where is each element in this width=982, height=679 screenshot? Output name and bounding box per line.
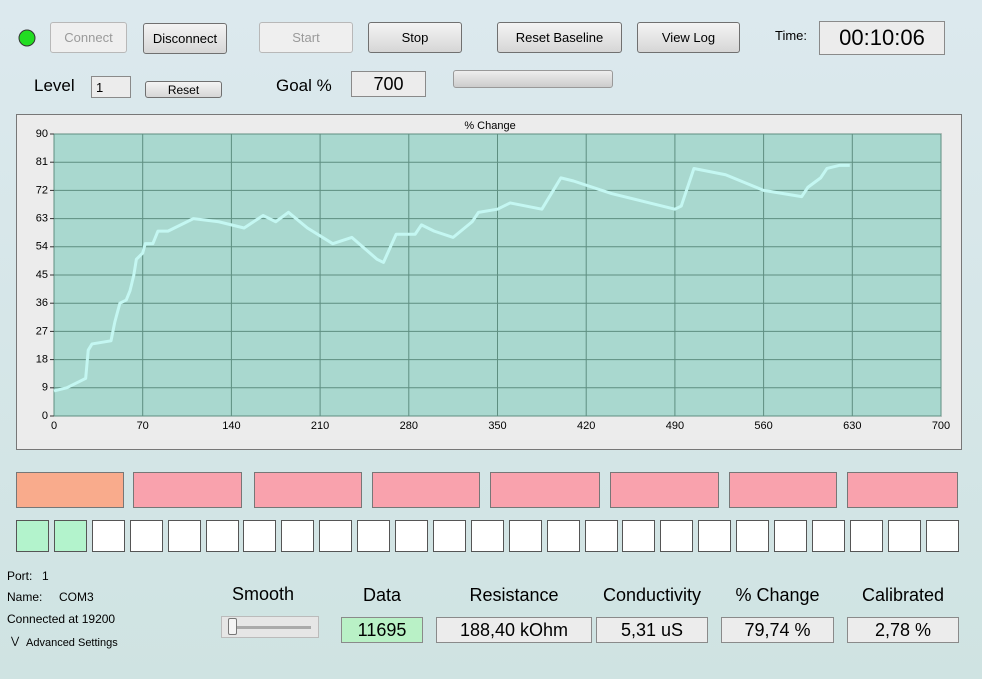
reset-baseline-button[interactable]: Reset Baseline	[497, 22, 622, 53]
y-tick-label: 81	[36, 156, 48, 168]
progress-bar	[453, 70, 613, 88]
y-tick-label: 27	[36, 325, 48, 337]
stage-box	[729, 472, 837, 508]
progress-cell	[167, 520, 201, 552]
chevron-icon: ⋁	[11, 636, 20, 647]
goal-label: Goal %	[276, 76, 332, 95]
readout-value: 188,40 kOhm	[436, 617, 592, 643]
progress-cell	[508, 520, 542, 552]
x-tick-label: 210	[311, 420, 329, 432]
x-tick-label: 700	[932, 420, 950, 432]
progress-cell	[774, 520, 807, 552]
progress-cell	[470, 520, 504, 552]
view-log-button[interactable]: View Log	[637, 22, 740, 53]
progress-cell	[16, 520, 49, 552]
progress-cell	[205, 520, 239, 552]
start-button[interactable]: Start	[259, 22, 353, 53]
time-label: Time:	[775, 28, 808, 43]
y-tick-label: 45	[36, 269, 48, 281]
x-tick-label: 490	[666, 420, 684, 432]
slider-track	[229, 626, 311, 629]
progress-cell	[281, 520, 315, 552]
readout-label: Resistance	[469, 585, 559, 605]
chart: % Change 0 70 140 210 280 350 420 490 560 630 700 0…	[36, 120, 950, 432]
progress-cell	[698, 520, 732, 552]
readout-label: Calibrated	[861, 585, 945, 605]
goal-input[interactable]: 700	[351, 71, 426, 97]
smooth-label: Smooth	[231, 584, 295, 604]
stop-button[interactable]: Stop	[368, 22, 462, 53]
progress-cell	[811, 520, 845, 552]
progress-cell	[736, 520, 770, 552]
level-label: Level	[34, 76, 75, 95]
progress-cell	[357, 520, 391, 552]
name-value: COM3	[59, 590, 94, 604]
y-tick-label: 54	[36, 241, 48, 253]
stage-box	[847, 472, 958, 508]
y-tick-label: 36	[36, 297, 48, 309]
connection-status: Connected at 19200	[7, 612, 116, 626]
x-tick-label: 560	[754, 420, 772, 432]
progress-cell	[887, 520, 921, 552]
time-display: 00:10:06	[819, 21, 945, 55]
x-tick-label: 140	[222, 420, 240, 432]
readout-label: % Change	[735, 585, 820, 605]
y-tick-label: 90	[36, 128, 48, 140]
progress-cell	[395, 520, 428, 552]
y-tick-label: 18	[36, 354, 48, 366]
readout-label: Data	[362, 585, 402, 605]
slider-thumb[interactable]	[228, 618, 237, 635]
y-tick-label: 72	[36, 184, 48, 196]
progress-cell	[243, 520, 277, 552]
readout-label: Conductivity	[602, 585, 702, 605]
progress-cell	[53, 520, 87, 552]
y-tick-label: 9	[42, 382, 48, 394]
x-tick-label: 630	[843, 420, 861, 432]
status-led	[18, 29, 36, 47]
stage-box	[372, 472, 480, 508]
chart-title: % Change	[464, 120, 515, 132]
x-tick-label: 70	[137, 420, 149, 432]
progress-cell	[432, 520, 466, 552]
level-input[interactable]: 1	[91, 76, 131, 98]
readout-value: 79,74 %	[721, 617, 834, 643]
name-label: Name:	[7, 590, 43, 604]
port-value: 1	[42, 569, 49, 583]
disconnect-button[interactable]: Disconnect	[143, 23, 227, 54]
progress-cell	[91, 520, 125, 552]
port-label: Port:	[7, 569, 33, 583]
stage-box	[254, 472, 362, 508]
stage-box	[16, 472, 124, 508]
progress-cell	[319, 520, 353, 552]
advanced-settings-link[interactable]: Advanced Settings	[26, 637, 118, 649]
progress-cell	[622, 520, 656, 552]
data-line	[53, 163, 850, 393]
progress-cell	[925, 520, 959, 552]
progress-cell	[849, 520, 883, 552]
y-tick-label: 0	[42, 410, 48, 422]
connect-button[interactable]: Connect	[50, 22, 127, 53]
x-tick-label: 280	[400, 420, 418, 432]
x-tick-label: 420	[577, 420, 595, 432]
readout-value: 2,78 %	[847, 617, 959, 643]
readout-value: 11695	[341, 617, 423, 643]
level-reset-button[interactable]: Reset	[145, 81, 222, 98]
stage-box	[133, 472, 242, 508]
x-tick-label: 350	[488, 420, 506, 432]
progress-cell	[129, 520, 163, 552]
progress-cell	[660, 520, 694, 552]
stage-box	[610, 472, 719, 508]
progress-cell	[546, 520, 580, 552]
stage-box	[490, 472, 600, 508]
progress-cell	[584, 520, 618, 552]
readout-value: 5,31 uS	[596, 617, 708, 643]
y-tick-label: 63	[36, 213, 48, 225]
x-tick-label: 0	[51, 420, 57, 432]
